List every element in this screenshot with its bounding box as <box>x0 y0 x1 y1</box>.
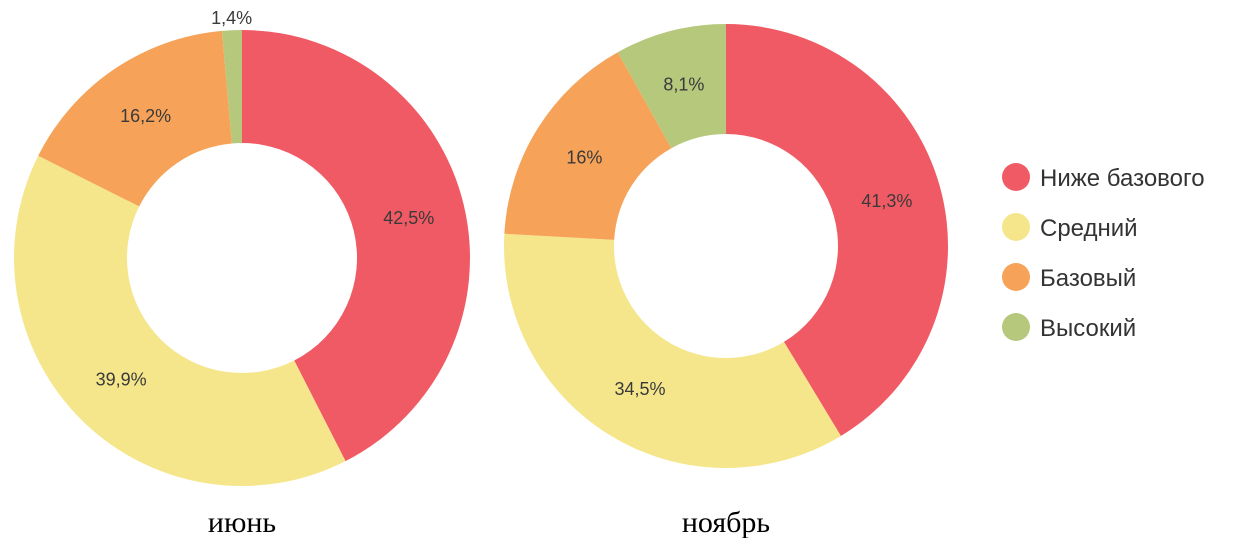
slice-medium <box>14 155 346 487</box>
caption-june: июнь <box>208 506 276 538</box>
caption-november: ноябрь <box>682 506 770 538</box>
slice-label-basic: 16% <box>566 148 602 168</box>
slice-medium <box>504 233 841 468</box>
legend-label-below-basic: Ниже базового <box>1040 165 1205 192</box>
legend-swatch-high <box>1002 313 1030 341</box>
legend-label-high: Высокий <box>1040 315 1136 342</box>
slice-basic <box>504 52 672 240</box>
slice-label-medium: 39,9% <box>96 370 147 390</box>
slice-label-below-basic: 41,3% <box>861 191 912 211</box>
legend-item-basic: Базовый <box>1002 263 1136 292</box>
slice-basic <box>38 30 232 207</box>
donut-chart-june: 42,5% 39,9% 16,2% 1,4% <box>14 8 471 487</box>
legend-label-basic: Базовый <box>1040 265 1136 292</box>
slice-high <box>617 24 726 149</box>
slice-label-below-basic: 42,5% <box>383 208 434 228</box>
legend-swatch-medium <box>1002 213 1030 241</box>
slice-label-high: 1,4% <box>211 8 252 28</box>
legend-swatch-basic <box>1002 263 1030 291</box>
slice-label-high: 8,1% <box>663 74 704 94</box>
legend-item-below-basic: Ниже базового <box>1002 163 1205 192</box>
slice-below-basic <box>242 30 471 462</box>
slice-label-medium: 34,5% <box>614 379 665 399</box>
slice-label-basic: 16,2% <box>120 106 171 126</box>
legend-item-medium: Средний <box>1002 213 1138 242</box>
slice-high <box>221 30 242 144</box>
legend: Ниже базового Средний Базовый Высокий <box>1002 163 1205 342</box>
legend-item-high: Высокий <box>1002 313 1136 342</box>
donut-chart-november: 41,3% 34,5% 16% 8,1% <box>504 24 948 468</box>
legend-swatch-below-basic <box>1002 163 1030 191</box>
slice-below-basic <box>726 24 948 436</box>
legend-label-medium: Средний <box>1040 215 1138 242</box>
